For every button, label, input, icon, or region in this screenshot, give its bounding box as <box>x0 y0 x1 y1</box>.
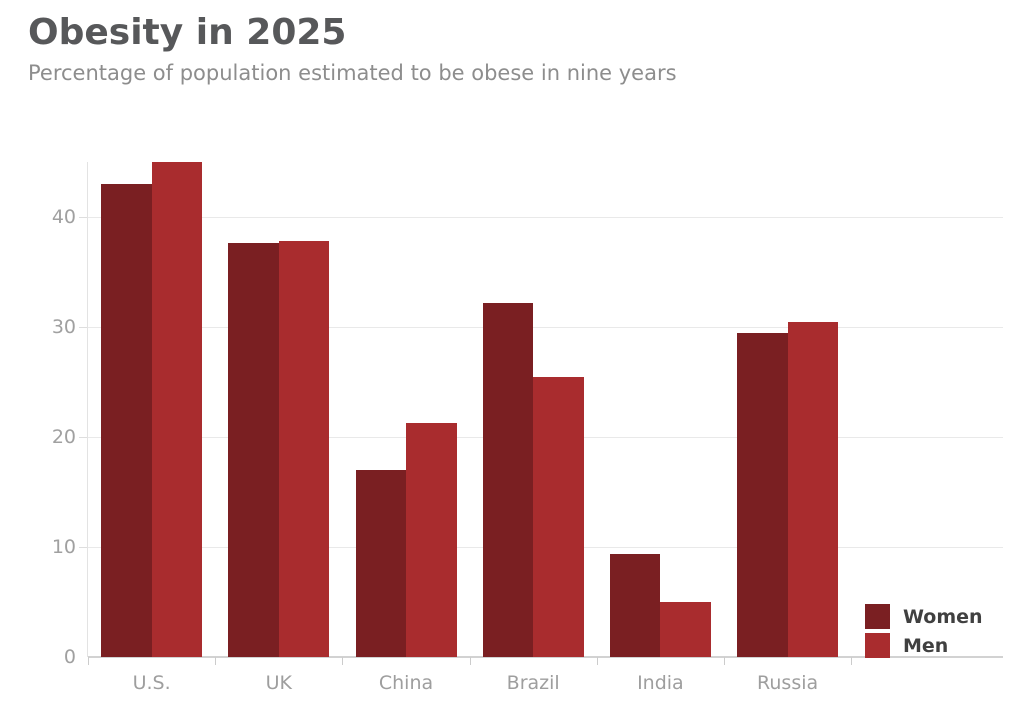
bar-men-uk[interactable] <box>278 241 330 657</box>
x-axis-tick-5 <box>724 657 725 665</box>
y-axis-tick-40 <box>79 217 88 218</box>
y-axis-tick-10 <box>79 547 88 548</box>
bar-men-russia[interactable] <box>787 321 839 657</box>
legend-item-men: Men <box>865 633 983 658</box>
bar-women-china[interactable] <box>355 470 406 657</box>
y-axis-label-10: 10 <box>51 536 76 558</box>
legend-label-men: Men <box>903 634 949 657</box>
x-axis-label-uk: UK <box>265 672 292 694</box>
x-axis-label-u-s: U.S. <box>132 672 171 694</box>
bar-men-u-s[interactable] <box>151 162 203 657</box>
bar-women-russia[interactable] <box>737 332 788 657</box>
chart-title: Obesity in 2025 <box>28 12 347 53</box>
y-axis-label-40: 40 <box>51 206 76 228</box>
x-axis-label-russia: Russia <box>757 672 819 694</box>
gridline-30 <box>88 327 1003 328</box>
legend-swatch-women <box>865 604 890 629</box>
x-axis-tick-4 <box>596 657 598 665</box>
legend: Women Men <box>865 604 983 662</box>
bar-women-uk[interactable] <box>228 243 279 657</box>
bar-men-brazil[interactable] <box>533 376 584 657</box>
legend-item-women: Women <box>865 604 983 629</box>
gridline-40 <box>88 217 1003 218</box>
y-axis-tick-20 <box>79 437 88 438</box>
x-axis-label-india: India <box>637 672 684 694</box>
x-axis-tick-0 <box>88 657 89 665</box>
bar-women-india[interactable] <box>609 553 661 657</box>
y-axis-line <box>87 162 88 657</box>
bar-women-u-s[interactable] <box>101 184 152 657</box>
legend-label-women: Women <box>903 605 983 628</box>
x-axis-tick-2 <box>342 657 344 665</box>
bar-women-brazil[interactable] <box>482 302 534 657</box>
legend-swatch-men <box>865 633 890 658</box>
bar-men-india[interactable] <box>660 602 711 657</box>
chart-subtitle: Percentage of population estimated to be… <box>28 61 677 85</box>
y-axis-label-0: 0 <box>63 646 76 668</box>
x-axis-label-brazil: Brazil <box>506 672 560 694</box>
x-axis-tick-6 <box>851 657 853 665</box>
x-axis-label-china: China <box>378 672 434 694</box>
y-axis-tick-30 <box>79 327 88 328</box>
x-axis-line <box>88 656 1003 658</box>
y-axis-label-30: 30 <box>51 316 76 338</box>
bar-men-china[interactable] <box>406 422 457 657</box>
y-axis-label-20: 20 <box>51 426 76 448</box>
x-axis-tick-3 <box>469 657 471 665</box>
x-axis-tick-1 <box>215 657 217 665</box>
